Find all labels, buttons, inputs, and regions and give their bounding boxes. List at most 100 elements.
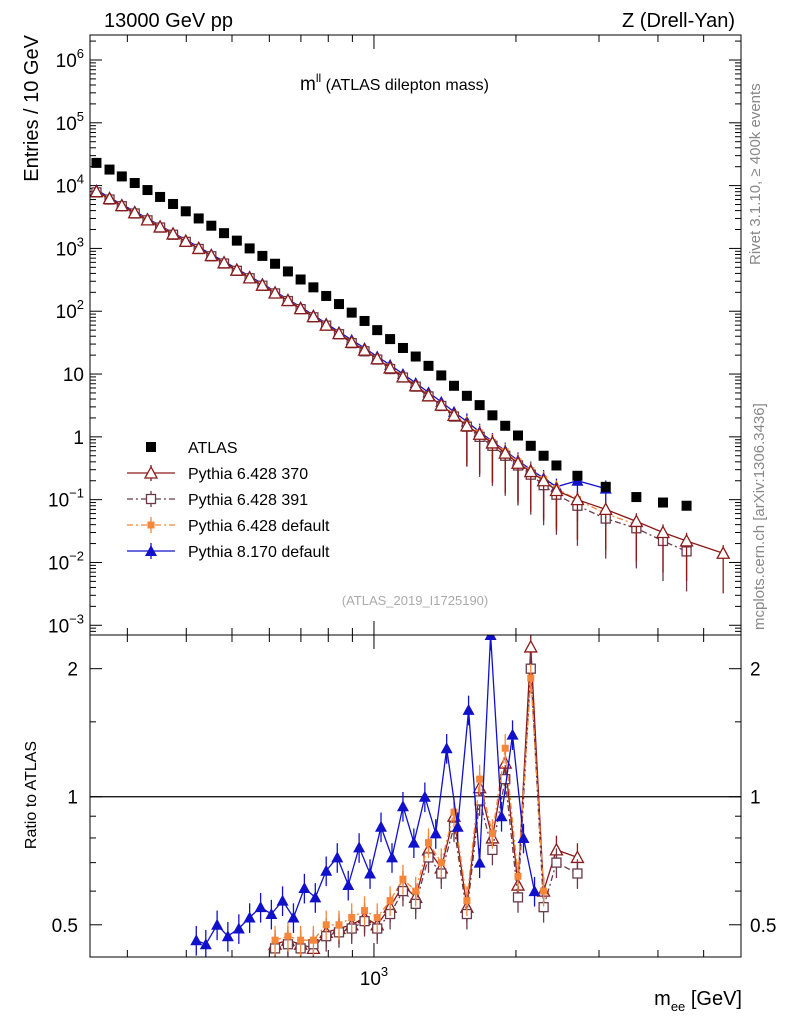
- data-point: [421, 388, 436, 402]
- data-point: [295, 274, 306, 285]
- ratio-point: [190, 934, 203, 946]
- data-point: [282, 266, 293, 277]
- y-tick-label: 10−2: [48, 548, 84, 574]
- data-point: [165, 226, 181, 240]
- y-tick-label: 106: [56, 46, 84, 72]
- ratio-point: [500, 773, 511, 785]
- ratio-point: [322, 921, 330, 929]
- ratio-y-tick-label: 1: [67, 788, 78, 809]
- data-point: [114, 198, 129, 212]
- y-axis-label-main: Entries / 10 GeV: [21, 34, 43, 181]
- ratio-point: [463, 897, 471, 905]
- data-point: [395, 369, 411, 383]
- y-tick-label: 10−1: [48, 486, 84, 512]
- ratio-point: [342, 879, 355, 891]
- data-point: [155, 191, 166, 202]
- data-point: [397, 342, 408, 353]
- legend-marker: [147, 521, 155, 529]
- ratio-point: [551, 857, 562, 868]
- ratio-point: [211, 918, 224, 930]
- data-point: [359, 315, 370, 326]
- data-point: [572, 470, 583, 481]
- y-tick-label: 1: [73, 428, 84, 449]
- ratio-point: [523, 639, 538, 653]
- data-point: [319, 317, 334, 331]
- series-line: [96, 190, 637, 526]
- data-point: [408, 378, 423, 392]
- ratio-data-layer: [190, 635, 585, 957]
- ratio-point: [437, 859, 445, 867]
- data-point: [385, 334, 396, 345]
- legend-label: Pythia 6.428 default: [188, 518, 330, 535]
- ratio-point: [440, 742, 453, 754]
- y-axis-label-ratio: Ratio to ATLAS: [23, 741, 40, 849]
- ratio-point: [425, 839, 433, 847]
- ratio-point: [335, 921, 343, 929]
- data-point: [280, 293, 296, 307]
- data-point: [293, 301, 308, 315]
- ratio-point: [353, 841, 366, 853]
- data-point: [357, 342, 372, 356]
- data-point: [229, 262, 244, 276]
- ratio-point: [297, 936, 305, 944]
- side-text-mcplots: mcplots.cern.ch [arXiv:1306.3436]: [751, 403, 768, 630]
- data-point: [129, 178, 140, 189]
- data-point: [219, 228, 230, 239]
- ratio-point: [243, 911, 256, 923]
- ratio-point: [528, 885, 541, 897]
- legend-marker: [145, 493, 157, 505]
- data-point: [372, 325, 383, 336]
- data-point: [191, 241, 206, 255]
- ratio-point: [199, 938, 212, 950]
- data-point: [449, 380, 460, 391]
- x-axis-label: mee [GeV]: [654, 988, 742, 1014]
- analysis-watermark: (ATLAS_2019_I1725190): [342, 593, 488, 608]
- ratio-point: [501, 744, 509, 752]
- ratio-point: [287, 911, 300, 923]
- ratio-point: [488, 829, 496, 837]
- ratio-y-tick-label-right: 1: [750, 788, 761, 809]
- data-point: [104, 164, 115, 175]
- data-point: [679, 533, 694, 547]
- ratio-point: [254, 901, 267, 913]
- data-point: [242, 270, 257, 284]
- data-point: [423, 360, 434, 371]
- ratio-axis-ticks: 0.5 0.5 1 1 2 2 103: [52, 635, 776, 990]
- ratio-point: [399, 875, 407, 883]
- data-point: [255, 277, 270, 291]
- data-point: [216, 255, 232, 269]
- legend-marker: [146, 442, 156, 452]
- data-point: [551, 460, 562, 471]
- main-data-layer: [90, 157, 731, 594]
- ratio-point: [364, 867, 377, 879]
- data-point: [536, 473, 551, 487]
- y-tick-label: 105: [56, 109, 84, 135]
- data-point: [631, 492, 642, 503]
- data-point: [525, 440, 536, 451]
- data-point: [446, 407, 462, 421]
- ratio-point: [462, 703, 475, 715]
- y-tick-label: 10−3: [48, 611, 84, 637]
- data-point: [267, 285, 283, 299]
- ratio-point: [348, 914, 356, 922]
- data-point: [474, 400, 485, 411]
- data-point: [193, 213, 204, 224]
- data-point: [459, 418, 474, 432]
- data-point: [127, 205, 142, 219]
- data-point: [206, 220, 217, 231]
- ratio-point: [473, 856, 486, 868]
- header-right: Z (Drell-Yan): [622, 10, 735, 32]
- ratio-panel-frame: [89, 634, 742, 958]
- ratio-y-tick-label-right: 2: [750, 660, 761, 681]
- ratio-point: [375, 820, 388, 832]
- data-point: [152, 219, 168, 233]
- ratio-point: [484, 635, 497, 640]
- data-point: [629, 514, 644, 528]
- data-point: [523, 464, 538, 478]
- data-point: [461, 390, 472, 401]
- data-point: [410, 351, 421, 362]
- data-point: [510, 455, 526, 469]
- y-tick-label: 102: [56, 297, 84, 323]
- ratio-point: [265, 908, 278, 920]
